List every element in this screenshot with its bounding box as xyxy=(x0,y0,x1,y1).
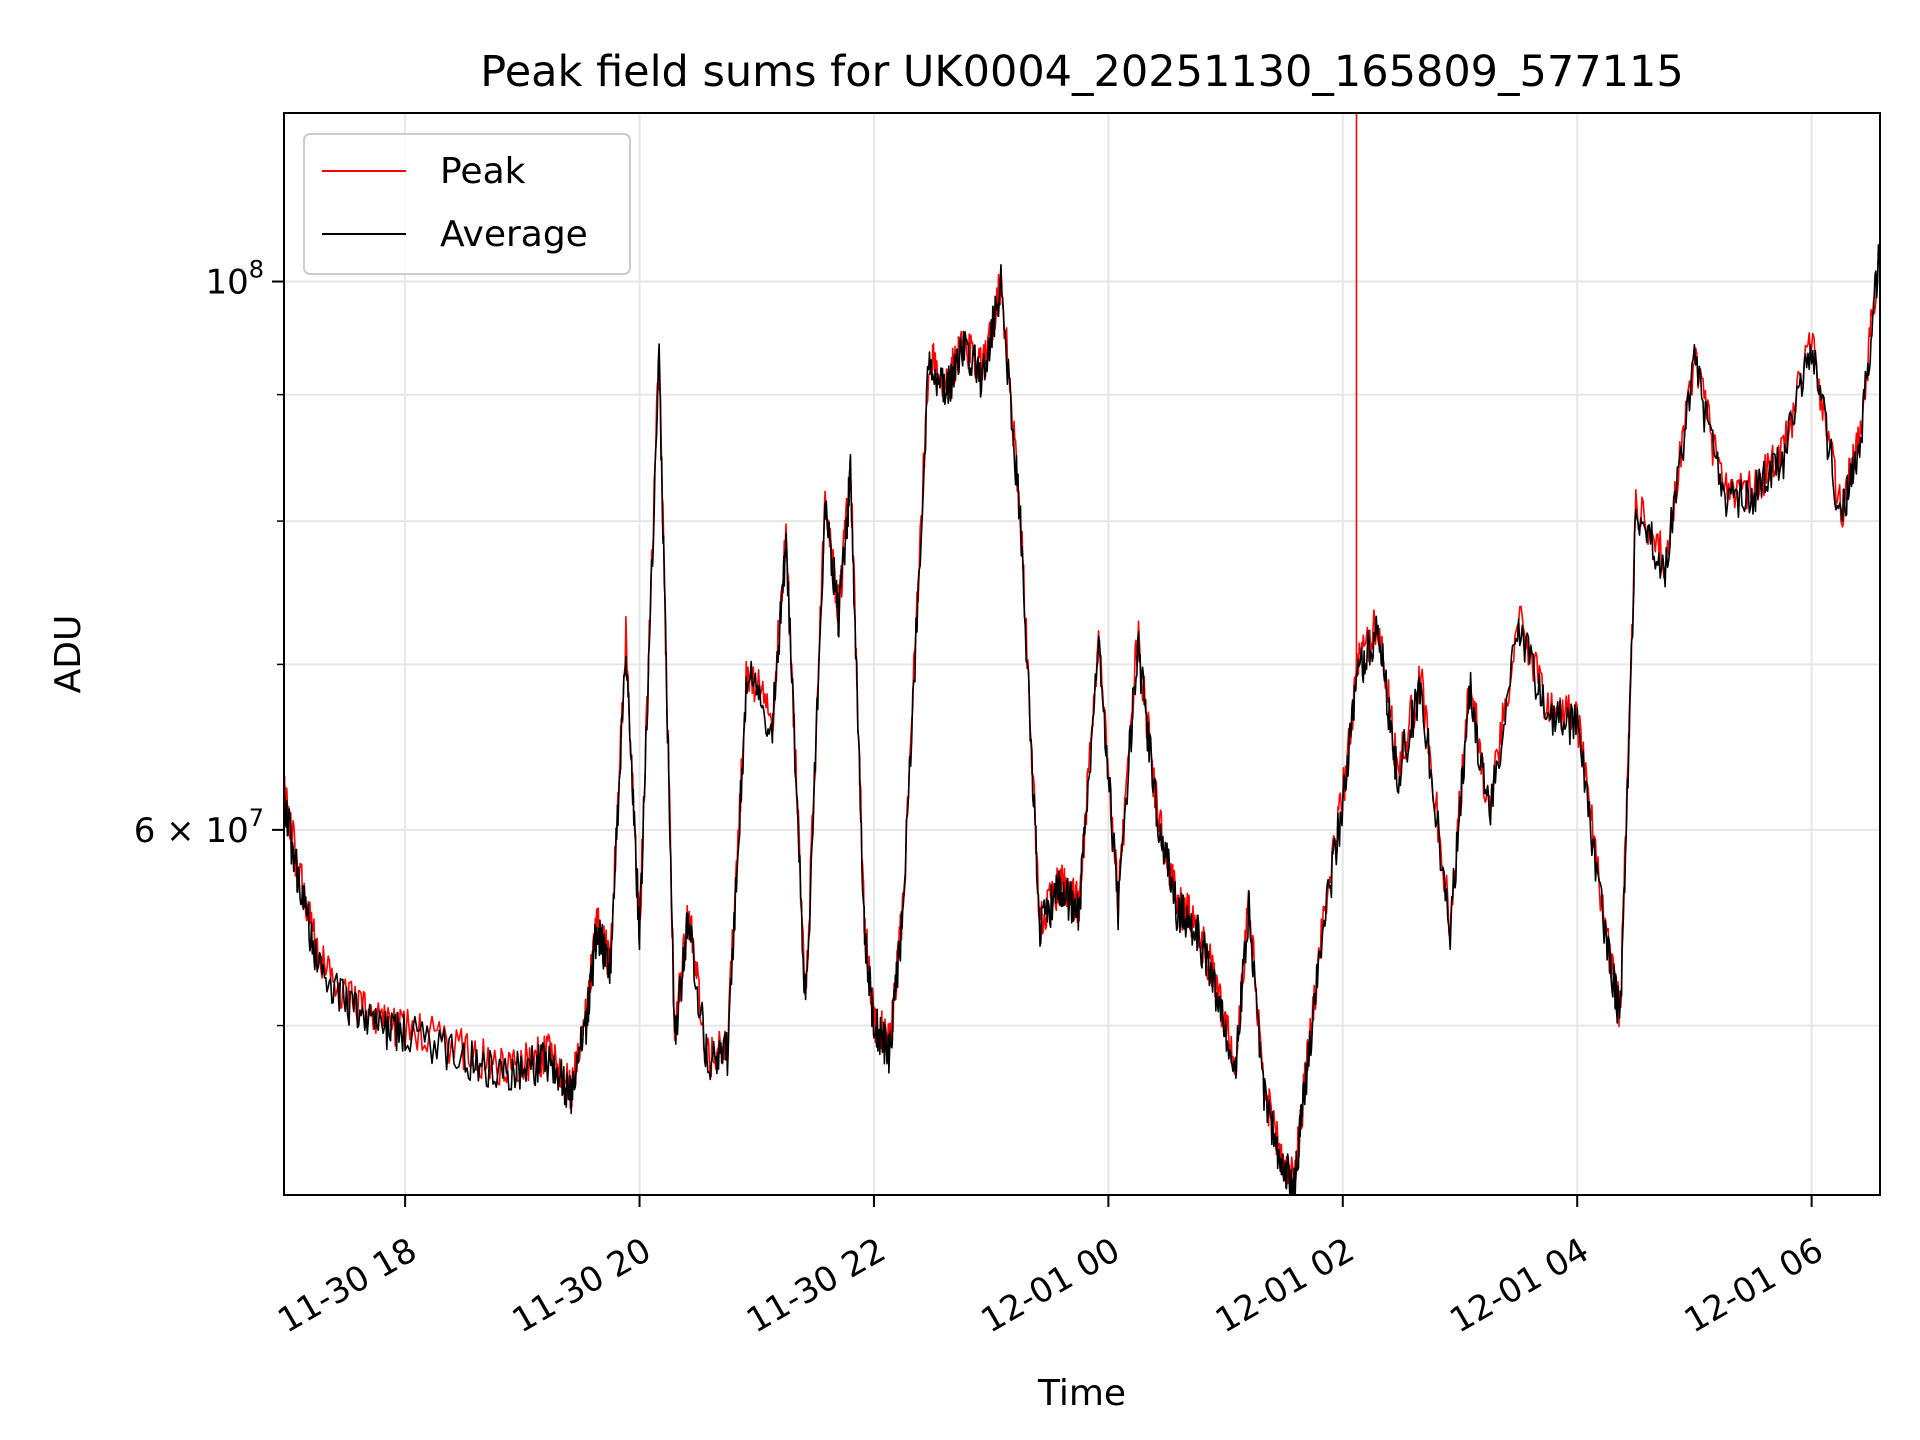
series-line-average xyxy=(284,244,1880,1195)
y-tick-label: 108 xyxy=(205,256,264,303)
plot-frame xyxy=(283,112,1881,1196)
y-axis-label: ADU xyxy=(48,615,89,694)
chart-title: Peak field sums for UK0004_20251130_1658… xyxy=(480,47,1683,97)
legend-label-peak: Peak xyxy=(440,151,526,192)
x-axis-label: Time xyxy=(1037,1373,1126,1414)
legend-box xyxy=(303,133,631,275)
legend-label-average: Average xyxy=(440,214,588,255)
series-layer xyxy=(284,113,1880,1195)
gridlines xyxy=(284,113,1880,1195)
y-axis-ticks: 6 × 107 108 xyxy=(134,256,284,1027)
y-tick-label: 6 × 107 xyxy=(134,804,264,851)
legend: Peak Average xyxy=(303,133,631,275)
